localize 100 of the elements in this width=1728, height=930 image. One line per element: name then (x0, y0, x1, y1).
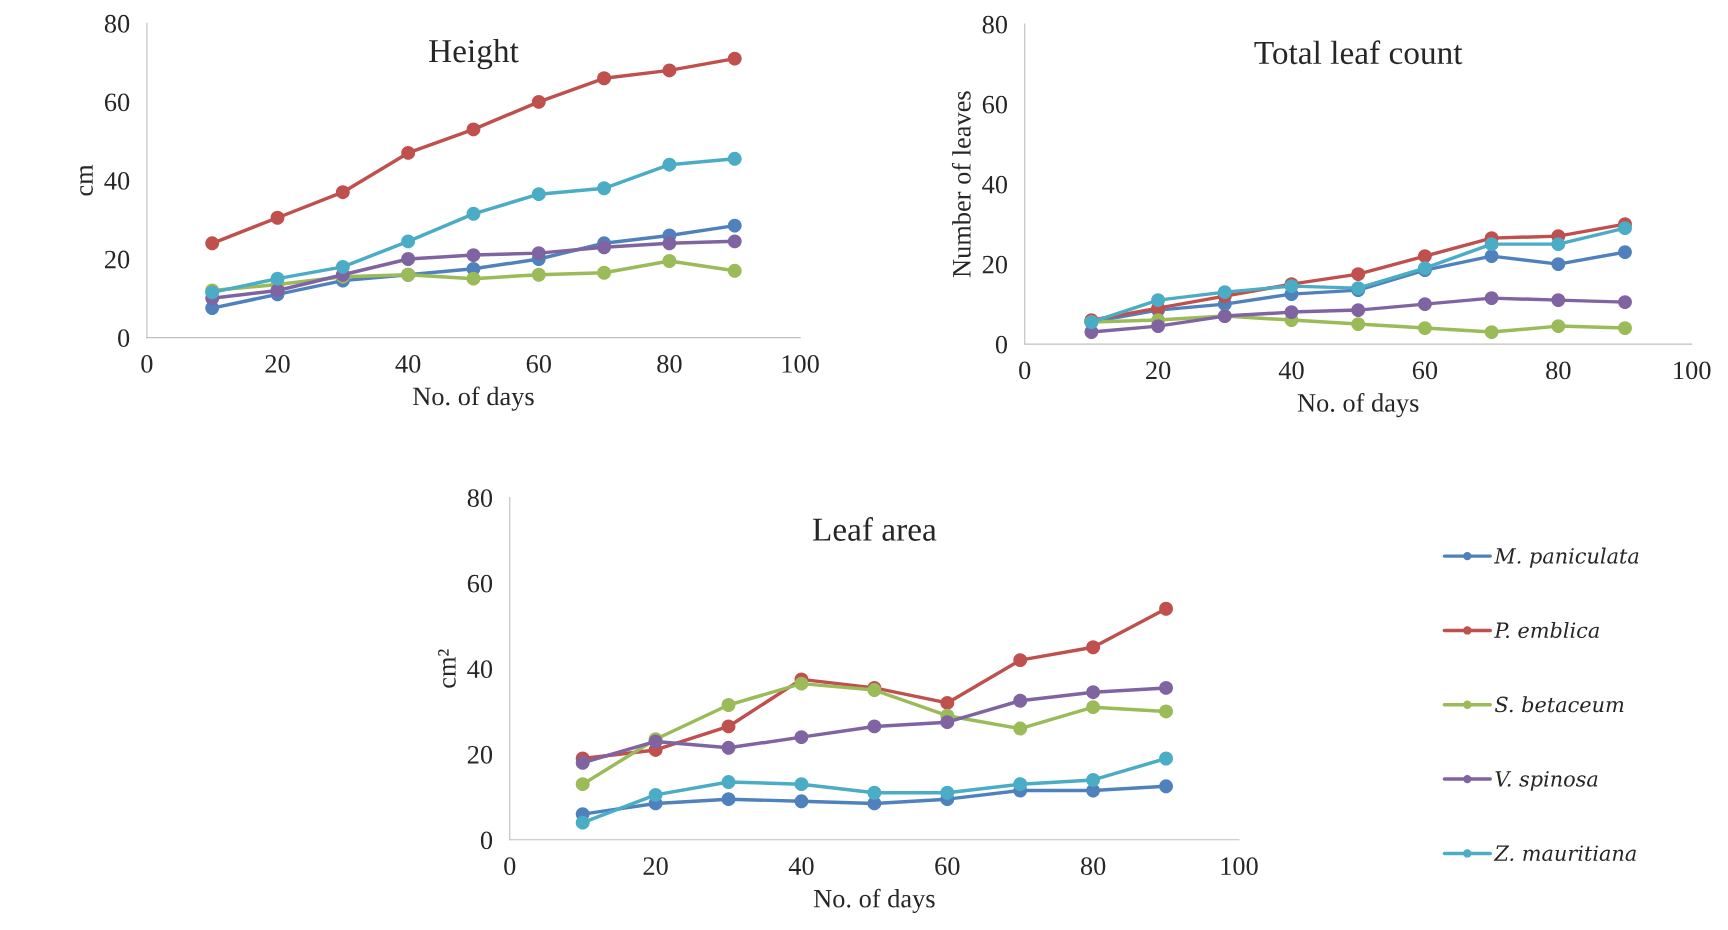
point (940, 715, 955, 730)
point (662, 236, 677, 251)
y-tick-label: 60 (104, 93, 130, 112)
y-axis-title: Number of leaves (951, 91, 971, 278)
legend-label: M. paniculata (1494, 547, 1639, 568)
x-tick-label: 40 (1278, 361, 1304, 380)
point (1086, 700, 1101, 715)
point (1351, 303, 1366, 318)
point (597, 240, 612, 255)
legend-label: Z. mauritiana (1493, 845, 1636, 862)
point (335, 259, 350, 274)
point (597, 265, 612, 280)
point (721, 740, 736, 755)
point (1618, 221, 1632, 236)
point (466, 248, 481, 263)
point (1013, 721, 1028, 736)
x-tick-label: 40 (395, 355, 421, 373)
point (466, 271, 481, 286)
point (1013, 653, 1028, 668)
point (721, 698, 736, 712)
chart-title: Leaf area (812, 517, 937, 541)
point (575, 815, 590, 830)
point (1484, 249, 1499, 264)
x-tick-label: 60 (526, 355, 551, 373)
x-tick-label: 100 (782, 355, 819, 373)
point (1551, 237, 1566, 252)
point (531, 187, 546, 202)
point (531, 267, 546, 282)
point (1484, 237, 1499, 252)
point (466, 206, 481, 221)
point (401, 252, 416, 266)
y-tick-label: 60 (467, 574, 493, 593)
point (794, 730, 809, 745)
point (794, 794, 809, 809)
point (1284, 305, 1299, 320)
point (867, 719, 882, 734)
y-tick-label: 20 (467, 745, 493, 764)
point (1484, 291, 1499, 306)
point (597, 71, 612, 86)
point (662, 157, 677, 172)
y-tick-label: 80 (467, 489, 493, 507)
x-tick-label: 80 (1080, 857, 1106, 876)
x-tick-label: 20 (1146, 361, 1171, 380)
x-tick-label: 40 (788, 857, 814, 876)
point (466, 122, 481, 137)
point (575, 755, 590, 770)
x-tick-label: 100 (1221, 857, 1258, 876)
point (940, 695, 955, 710)
y-tick-label: 0 (118, 329, 130, 348)
point (1618, 245, 1632, 260)
point (1551, 319, 1566, 334)
x-axis-title: No. of days (413, 386, 534, 411)
point (1484, 325, 1499, 340)
x-tick-label: 0 (1019, 361, 1031, 380)
point (727, 218, 742, 233)
x-tick-label: 0 (141, 355, 153, 373)
point (1013, 777, 1028, 792)
point (401, 234, 416, 249)
point (1417, 297, 1432, 312)
point (1159, 779, 1173, 794)
point (1351, 317, 1366, 332)
point (794, 676, 809, 691)
legend-label: S. betaceum (1495, 696, 1624, 713)
point (867, 785, 882, 800)
point (205, 236, 220, 251)
point (1217, 285, 1232, 300)
y-axis-title: cm (80, 164, 93, 196)
point (531, 246, 546, 261)
x-tick-label: 100 (1674, 361, 1711, 380)
point (721, 792, 736, 807)
y-tick-label: 20 (982, 255, 1008, 274)
point (1151, 293, 1166, 308)
x-tick-label: 20 (265, 355, 290, 373)
point (1013, 693, 1028, 708)
point (1086, 640, 1101, 655)
point (1618, 295, 1632, 310)
point (401, 145, 416, 160)
y-tick-label: 40 (467, 660, 493, 679)
y-tick-label: 80 (104, 14, 130, 33)
point (1159, 601, 1173, 616)
y-tick-label: 80 (982, 15, 1008, 34)
y-tick-label: 40 (104, 172, 130, 190)
point (1417, 249, 1432, 264)
point (662, 63, 677, 78)
point (1551, 257, 1566, 272)
point (1551, 293, 1566, 308)
y-tick-label: 0 (480, 831, 493, 850)
y-tick-label: 20 (104, 250, 130, 269)
point (727, 151, 742, 166)
y-tick-label: 0 (995, 335, 1008, 354)
point (1086, 685, 1101, 700)
point (794, 777, 809, 792)
y-tick-label: 40 (982, 175, 1008, 194)
y-axis-title: cm² (438, 649, 456, 688)
point (662, 254, 677, 268)
point (335, 185, 350, 200)
point (1159, 680, 1173, 695)
point (1351, 267, 1366, 282)
point (1159, 704, 1173, 719)
x-tick-label: 20 (643, 857, 668, 876)
